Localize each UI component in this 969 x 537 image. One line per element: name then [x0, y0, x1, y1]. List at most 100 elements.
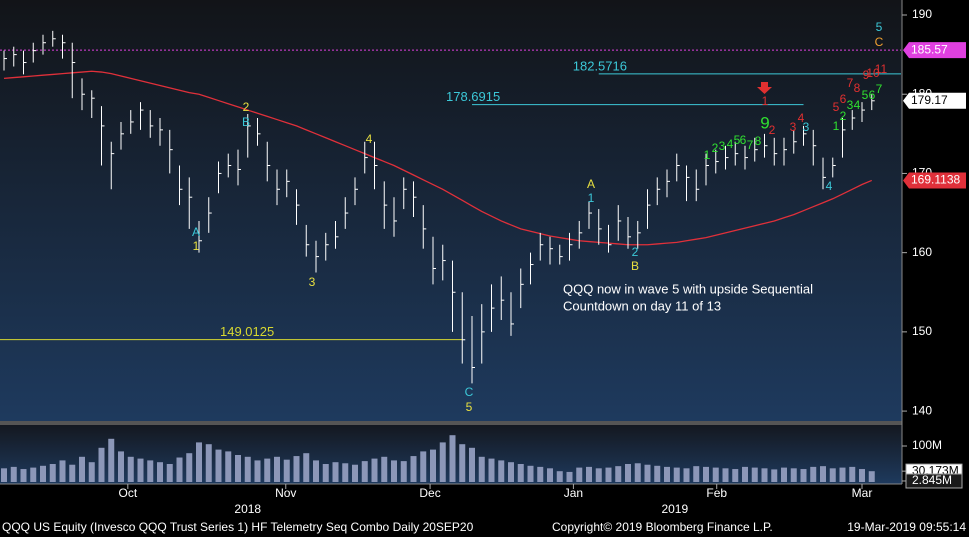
- annotation: 6: [840, 92, 847, 106]
- annotation: B: [631, 259, 639, 273]
- annotation: 1: [704, 148, 711, 162]
- volume-bar: [10, 466, 17, 482]
- annotation: 5: [862, 88, 869, 102]
- y2-tick-label: 2.845M: [912, 473, 952, 487]
- annotation: 2: [632, 245, 639, 259]
- moving-average: [3, 70, 873, 246]
- annotation: C: [875, 35, 884, 49]
- volume-bar: [332, 462, 339, 482]
- volume-bar: [430, 449, 436, 482]
- annotation: 4: [366, 132, 373, 146]
- volume-bar: [664, 466, 670, 482]
- x-tick-label: Jan: [564, 486, 583, 500]
- level-label: 178.6915: [446, 89, 500, 104]
- year-label: 2018: [234, 502, 261, 516]
- volume-bar: [1, 468, 7, 482]
- panel-divider: [0, 421, 902, 425]
- x-tick-label: Dec: [419, 486, 440, 500]
- annotation: 4: [826, 179, 833, 193]
- volume-bar: [410, 456, 417, 482]
- price-label-box: [903, 42, 966, 59]
- volume-bar: [508, 462, 514, 482]
- annotation: 6: [740, 133, 747, 147]
- annotation: 3: [719, 139, 726, 153]
- volume-bar: [274, 456, 280, 482]
- volume-bar: [498, 460, 505, 482]
- level-label: 149.0125: [220, 324, 274, 339]
- volume-bar: [634, 463, 641, 482]
- volume-bar: [322, 464, 329, 482]
- annotation: 2: [840, 109, 847, 123]
- volume-bar: [683, 468, 690, 482]
- volume-bar: [225, 451, 232, 482]
- annotation: 6: [869, 88, 876, 102]
- volume-bar: [810, 466, 817, 482]
- volume-bar: [49, 464, 56, 482]
- volume-bar: [88, 462, 95, 482]
- volume-bar: [576, 467, 583, 482]
- annotation: 7: [847, 76, 854, 90]
- annotation: 9: [863, 68, 870, 82]
- volume-bar: [566, 471, 573, 482]
- volume-bar: [517, 464, 524, 482]
- volume-bar: [644, 464, 651, 482]
- volume-bar: [800, 469, 807, 482]
- x-tick-label: Feb: [706, 486, 727, 500]
- annotation: 8: [854, 81, 861, 95]
- price-label-box: [903, 172, 966, 189]
- volume-bar: [703, 466, 709, 482]
- volume-bar: [829, 468, 836, 482]
- note: Countdown on day 11 of 13: [563, 298, 721, 313]
- annotation: 9: [760, 113, 769, 132]
- volume-bar: [69, 464, 76, 482]
- volume-bar: [478, 456, 485, 482]
- volume-bar: [673, 467, 680, 482]
- volume-bar: [849, 466, 856, 482]
- annotation: 8: [755, 134, 762, 148]
- volume-bar: [400, 461, 407, 482]
- volume-bar: [303, 453, 310, 482]
- volume-bar: [293, 456, 300, 482]
- volume-bar: [722, 468, 729, 482]
- annotation: 5: [466, 400, 473, 414]
- annotation: 4: [854, 98, 861, 112]
- footer-center: Copyright© 2019 Bloomberg Finance L.P.: [552, 520, 773, 534]
- y-tick-label: 190: [912, 7, 932, 21]
- volume-bar: [254, 460, 261, 482]
- volume-bar: [205, 444, 212, 482]
- annotation: 2: [243, 100, 250, 114]
- annotation: B: [242, 115, 250, 129]
- volume-bar: [137, 458, 144, 482]
- volume-bar: [235, 455, 241, 482]
- volume-bar: [313, 460, 319, 482]
- annotation: 3: [790, 120, 797, 134]
- x-tick-label: Nov: [275, 486, 296, 500]
- annotation: 2: [769, 123, 776, 137]
- volume-bar: [488, 458, 495, 482]
- annotation: 3: [309, 275, 316, 289]
- annotation: 1: [193, 239, 200, 253]
- volume-bar: [781, 467, 787, 482]
- volume-bar: [839, 467, 846, 482]
- annotation: 3: [803, 120, 810, 134]
- y-tick-label: 150: [912, 324, 932, 338]
- volume-bar: [30, 467, 37, 482]
- annotation: 5: [833, 100, 840, 114]
- footer-left: QQQ US Equity (Invesco QQQ Trust Series …: [2, 520, 474, 534]
- volume-bar: [420, 451, 427, 482]
- volume-bar: [586, 466, 592, 482]
- volume-bar: [361, 461, 368, 482]
- volume-bar: [732, 469, 739, 482]
- volume-bar: [859, 469, 865, 482]
- price-label: 169.1138: [911, 173, 960, 187]
- annotation: 7: [747, 138, 754, 152]
- annotation: 1: [588, 191, 595, 205]
- volume-bar: [196, 442, 202, 482]
- volume-bar: [147, 460, 154, 482]
- volume-bar: [654, 465, 661, 482]
- volume-bar: [771, 469, 778, 482]
- volume-bar: [595, 468, 602, 482]
- annotation: 1: [762, 94, 769, 108]
- volume-bar: [342, 463, 349, 482]
